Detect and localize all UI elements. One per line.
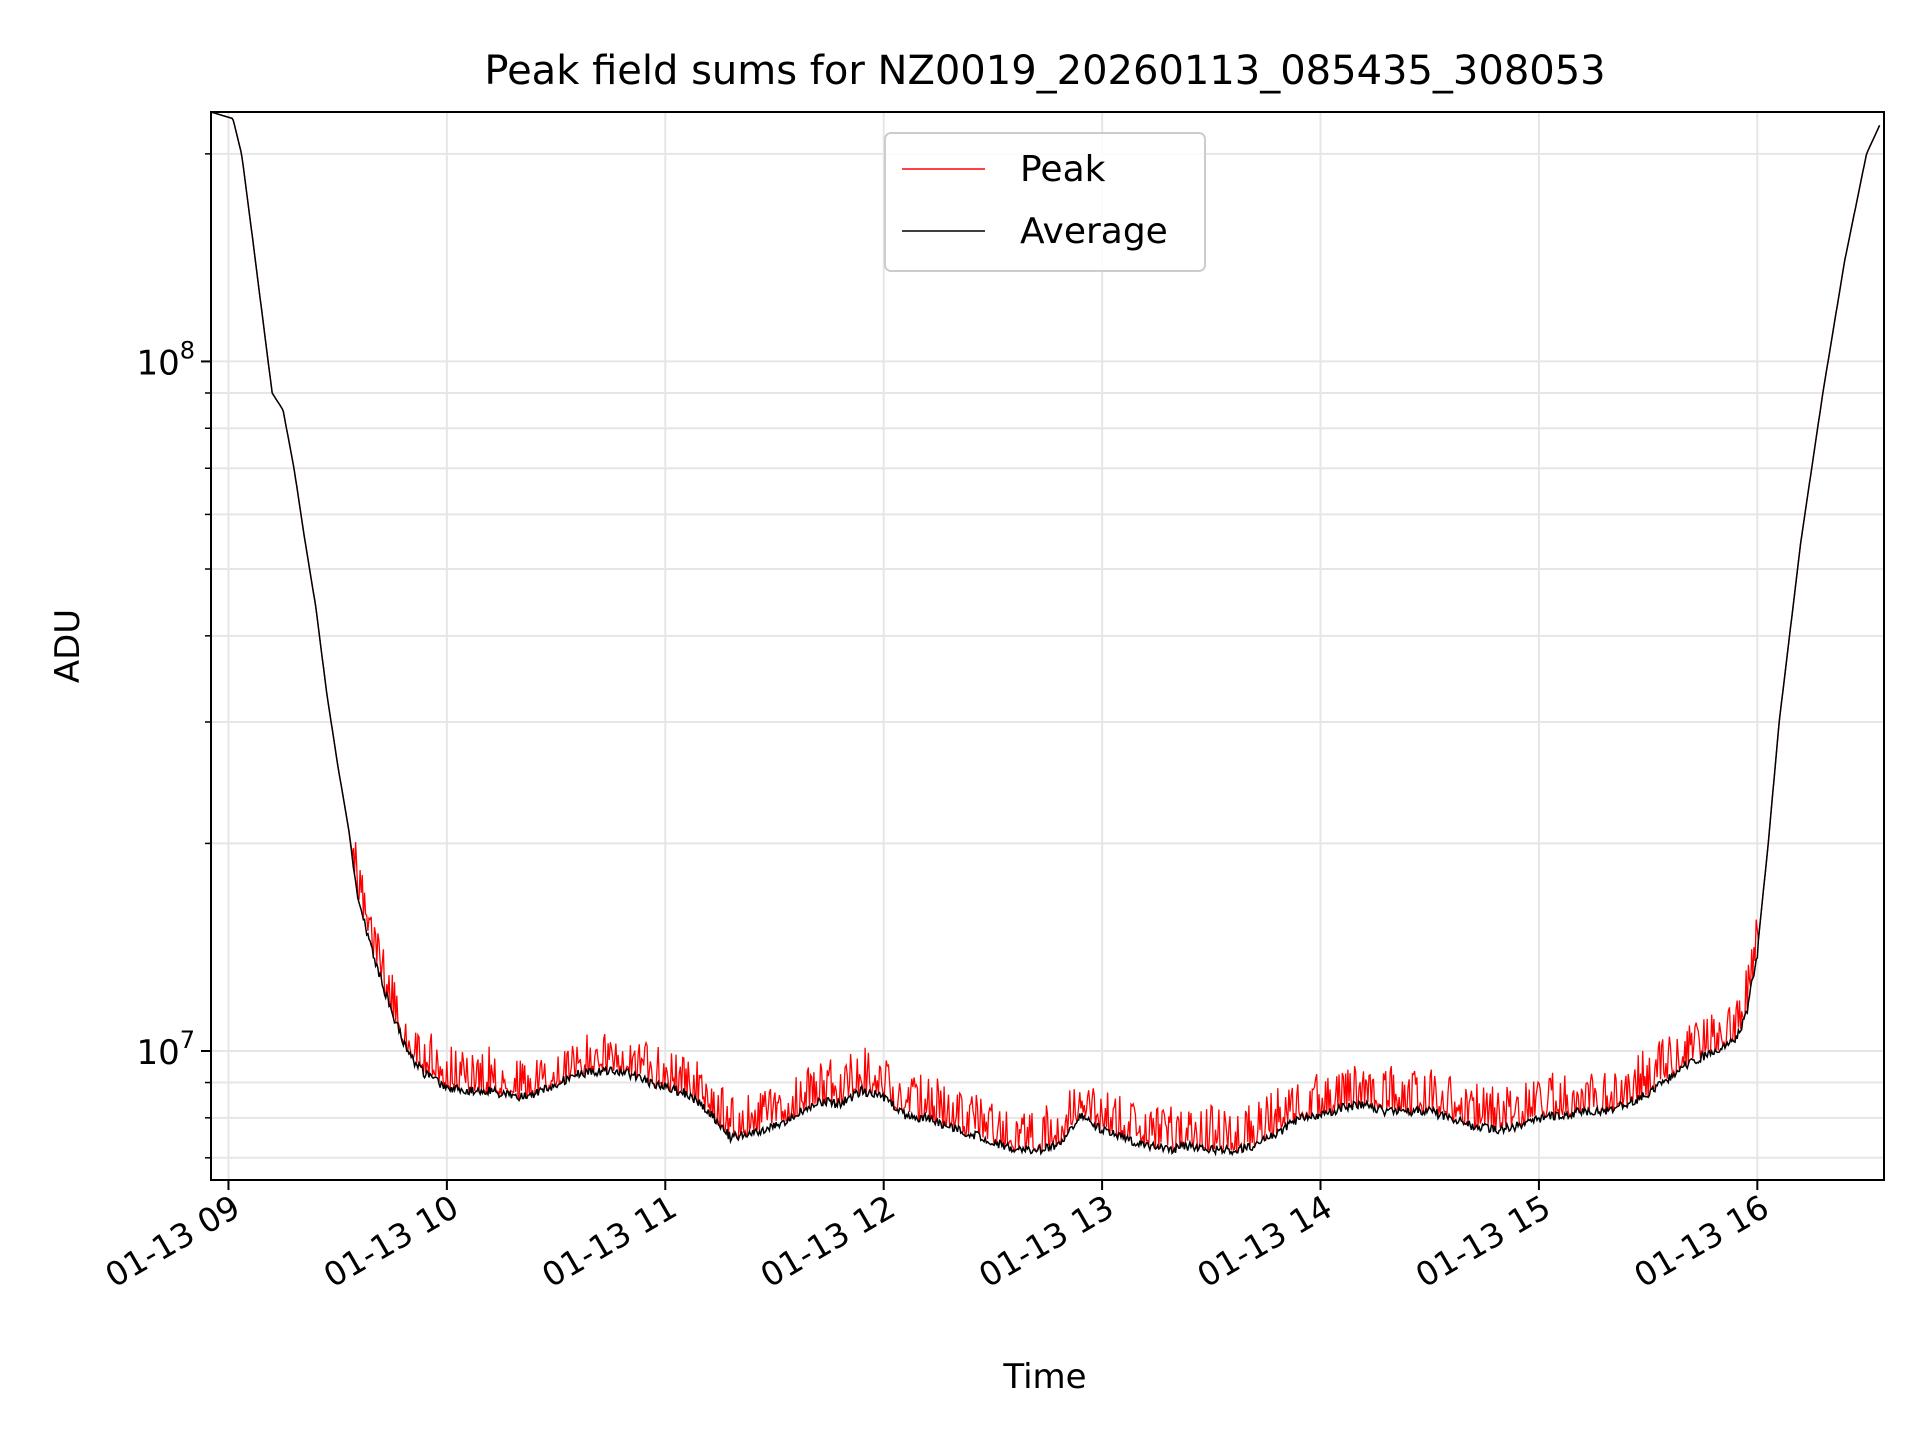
chart-title: Peak field sums for NZ0019_20260113_0854… [484, 48, 1605, 94]
legend: Peak Average [884, 132, 1206, 272]
legend-box [884, 132, 1206, 272]
legend-average-label: Average [1020, 211, 1168, 252]
x-axis-label: Time [1002, 1357, 1086, 1397]
plot-lines [210, 111, 1881, 1157]
y-axis-label: ADU [48, 609, 88, 683]
plot-frame [210, 111, 1885, 1181]
average-line [210, 111, 1881, 1157]
y-tick-label: 107 [136, 1026, 195, 1073]
y-axis: 107 108 [136, 153, 211, 1159]
legend-peak-label: Peak [1020, 149, 1106, 190]
y-tick-label: 108 [136, 336, 195, 383]
